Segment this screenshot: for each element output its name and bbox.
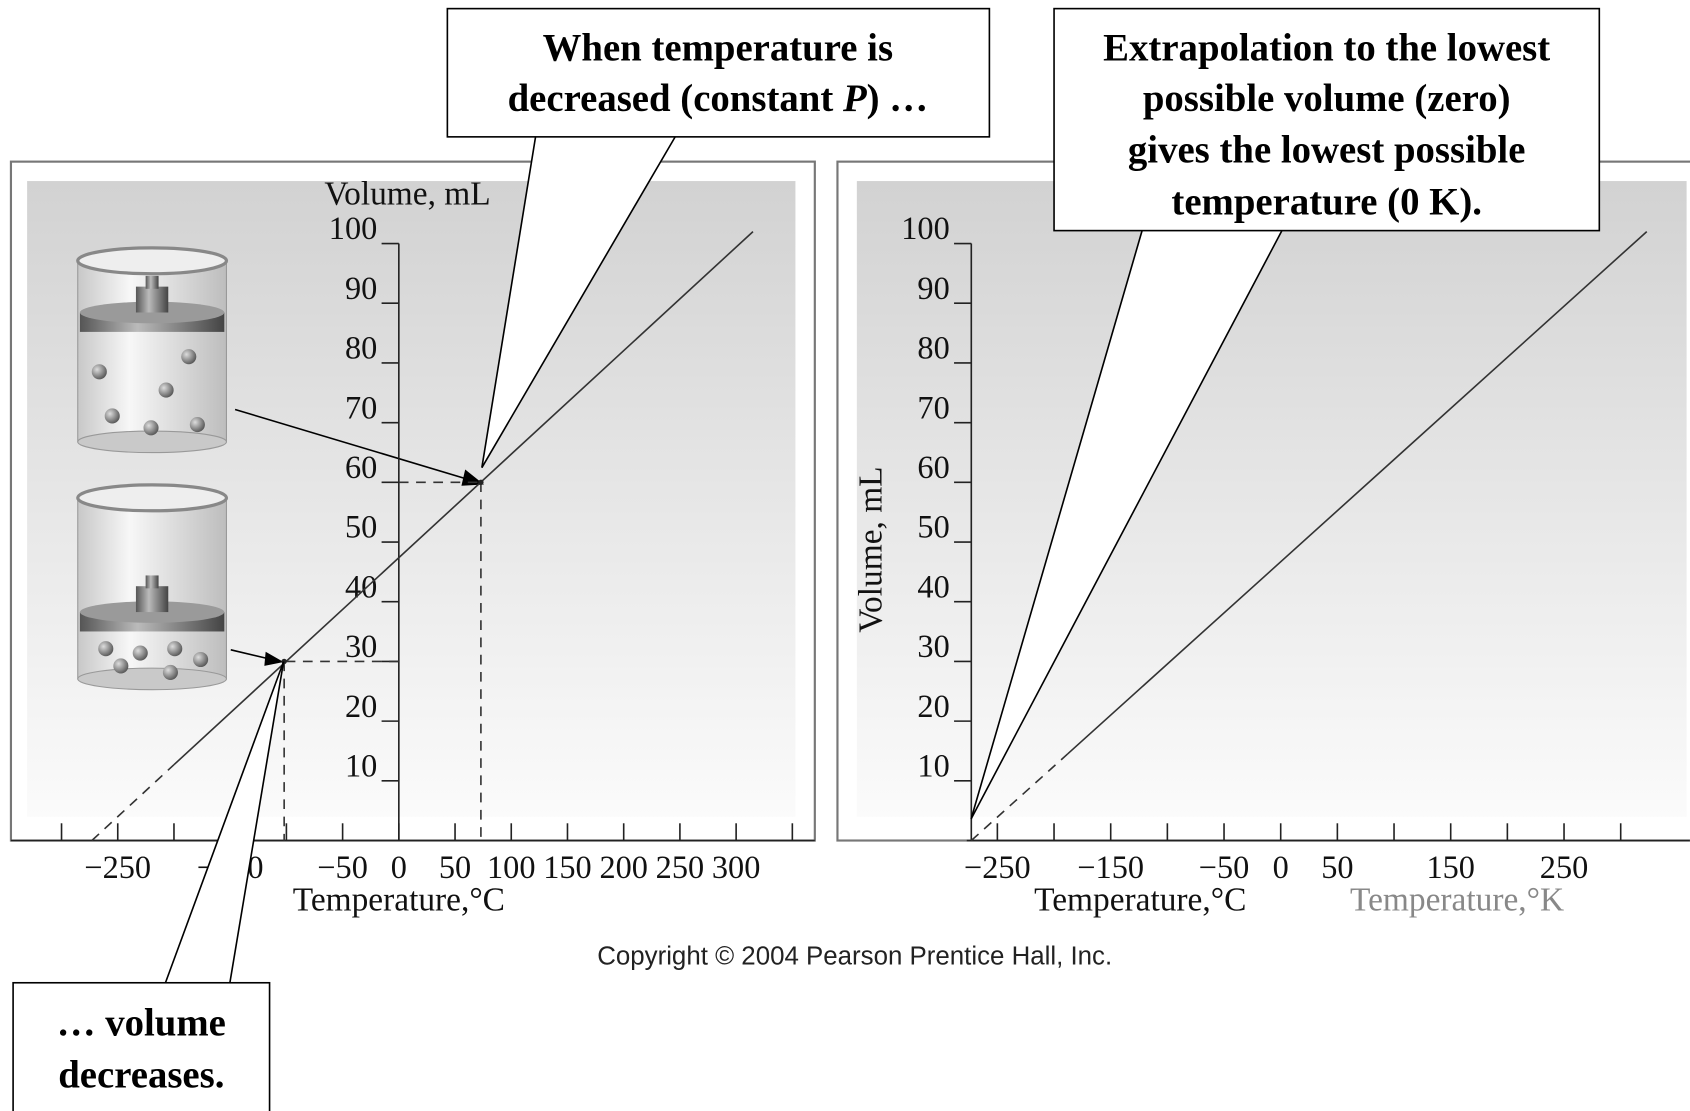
callout-box <box>1053 7 1601 232</box>
callout-pointer-edge <box>970 229 1144 820</box>
callout-pointer-edge <box>481 135 537 468</box>
y-tick-label: 80 <box>345 330 377 366</box>
pointer-arrows <box>230 408 485 666</box>
x-tick-label: 50 <box>1321 849 1353 885</box>
y-tick-label: 80 <box>917 330 949 366</box>
y-tick-label: 60 <box>917 449 949 485</box>
x-tick-label: −50 <box>1199 849 1250 885</box>
y-axis-label: Volume, mL <box>853 466 890 632</box>
y-tick-label: 50 <box>345 509 377 545</box>
data-line <box>173 231 754 766</box>
callout-pointer-edge <box>164 661 285 985</box>
y-tick-label: 20 <box>345 688 377 724</box>
x-tick-label: −250 <box>964 849 1031 885</box>
x-tick-label: 150 <box>1426 849 1474 885</box>
x-axis-label: Temperature,°K <box>1350 882 1564 919</box>
callout-box <box>12 981 271 1111</box>
charts: 102030405060708090100−250−150−5005010015… <box>10 176 1690 919</box>
x-tick-label: 0 <box>391 849 407 885</box>
y-tick-label: 10 <box>345 748 377 784</box>
y-axis-label: Volume, mL <box>324 176 490 213</box>
extrapolated-line <box>970 753 1069 842</box>
callout-text: possible volume (zero) <box>1143 77 1511 120</box>
x-tick-label: 200 <box>599 849 647 885</box>
y-tick-label: 30 <box>345 628 377 664</box>
x-tick-label: 300 <box>712 849 760 885</box>
callout-text: decreased (constant <box>508 77 843 120</box>
y-tick-label: 50 <box>917 509 949 545</box>
y-tick-label: 70 <box>345 389 377 425</box>
x-tick-label: 150 <box>543 849 591 885</box>
y-tick-label: 40 <box>345 568 377 604</box>
y-tick-label: 70 <box>917 389 949 425</box>
y-tick-label: 60 <box>345 449 377 485</box>
callout-text: ) … <box>867 77 928 120</box>
data-point <box>478 479 484 486</box>
y-tick-label: 90 <box>917 270 949 306</box>
copyright: Copyright © 2004 Pearson Prentice Hall, … <box>597 942 1112 970</box>
beaker-low <box>76 483 229 691</box>
x-tick-label: −50 <box>317 849 368 885</box>
callout-pointer-edge <box>481 135 677 469</box>
x-axis-label: Temperature,°C <box>293 882 505 919</box>
x-tick-label: −150 <box>1077 849 1144 885</box>
y-tick-label: 30 <box>917 628 949 664</box>
x-tick-label: 100 <box>487 849 535 885</box>
callout-box <box>446 7 991 138</box>
callout-pointer-edge <box>228 661 285 984</box>
x-tick-label: 250 <box>1540 849 1588 885</box>
callout-text: Extrapolation to the lowest <box>1103 26 1550 69</box>
y-tick-label: 100 <box>901 210 949 246</box>
callout-text: … volume <box>57 1002 226 1045</box>
extrapolated-line <box>91 764 175 842</box>
callout-text: temperature (0 K). <box>1171 180 1482 223</box>
panel-bg <box>856 181 1687 817</box>
callout-pointer-edge <box>970 229 1284 820</box>
callout-text: P <box>842 77 867 120</box>
callout-text: decreased (constant P) … <box>508 77 928 120</box>
x-tick-label: 50 <box>439 849 471 885</box>
x-tick-label: −250 <box>84 849 151 885</box>
callout-text: decreases. <box>58 1053 224 1096</box>
x-tick-label: 250 <box>656 849 704 885</box>
beaker-high <box>76 246 229 454</box>
data-line <box>1067 230 1648 755</box>
x-axis-label: Temperature,°C <box>1034 882 1246 919</box>
x-tick-label: 0 <box>1273 849 1289 885</box>
y-tick-label: 40 <box>917 568 949 604</box>
y-tick-label: 90 <box>345 270 377 306</box>
y-tick-label: 10 <box>917 748 949 784</box>
callout-text: gives the lowest possible <box>1128 129 1526 172</box>
y-tick-label: 100 <box>329 210 377 246</box>
callout-text: When temperature is <box>543 26 893 69</box>
y-tick-label: 20 <box>917 688 949 724</box>
